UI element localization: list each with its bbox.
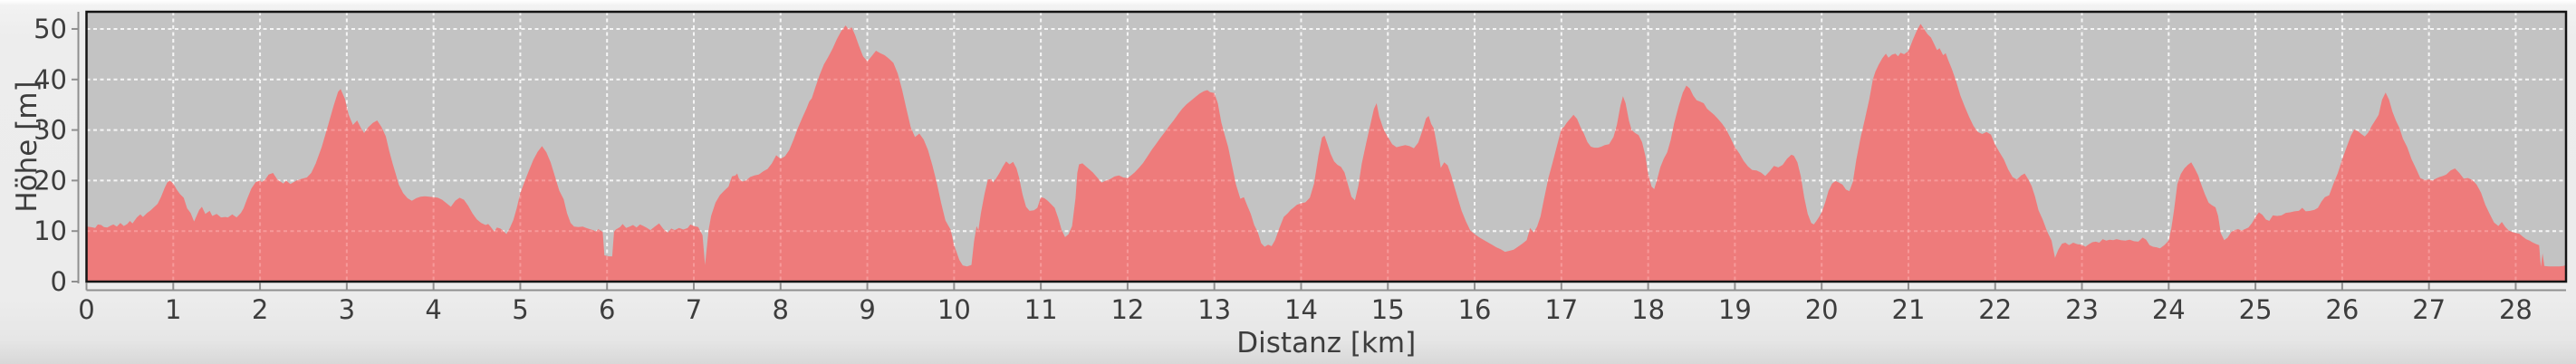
- gridlines-overlay: [86, 12, 2566, 282]
- y-tick-label-0: 0: [51, 266, 67, 297]
- y-tick-label-20: 20: [34, 165, 67, 196]
- y-tick-label-10: 10: [34, 216, 67, 246]
- x-tick-label-11: 11: [1024, 294, 1058, 325]
- x-tick-label-12: 12: [1110, 294, 1144, 325]
- x-tick-label-27: 27: [2412, 294, 2446, 325]
- x-tick-label-8: 8: [773, 294, 789, 325]
- x-tick-label-16: 16: [1458, 294, 1492, 325]
- x-tick-label-24: 24: [2152, 294, 2186, 325]
- x-tick-label-6: 6: [599, 294, 615, 325]
- x-tick-label-15: 15: [1371, 294, 1405, 325]
- x-tick-label-4: 4: [425, 294, 441, 325]
- y-tick-label-40: 40: [34, 64, 67, 95]
- x-tick-label-20: 20: [1805, 294, 1839, 325]
- y-tick-label-30: 30: [34, 115, 67, 146]
- x-tick-label-19: 19: [1718, 294, 1752, 325]
- x-tick-label-13: 13: [1197, 294, 1231, 325]
- x-tick-label-10: 10: [937, 294, 971, 325]
- x-tick-label-21: 21: [1892, 294, 1926, 325]
- x-tick-label-22: 22: [1978, 294, 2012, 325]
- x-axis-title: Distanz [km]: [1236, 327, 1416, 359]
- x-tick-label-1: 1: [165, 294, 181, 325]
- x-tick-label-0: 0: [78, 294, 94, 325]
- y-axis: 0 10 20 30 40 50: [34, 12, 80, 297]
- x-tick-label-25: 25: [2239, 294, 2273, 325]
- x-tick-label-26: 26: [2325, 294, 2359, 325]
- y-tick-label-50: 50: [34, 14, 67, 44]
- y-axis-title: Höhe [m]: [11, 81, 43, 212]
- x-tick-label-9: 9: [859, 294, 875, 325]
- x-tick-label-17: 17: [1544, 294, 1578, 325]
- x-axis: 0 1 2 3 4 5 6 7 8 9 10 11 12 13 14 15 16 17 18 19 20 21 22 23 24…: [78, 283, 2566, 325]
- x-tick-label-18: 18: [1631, 294, 1665, 325]
- x-tick-label-2: 2: [252, 294, 268, 325]
- x-tick-label-3: 3: [339, 294, 355, 325]
- x-tick-label-7: 7: [686, 294, 702, 325]
- x-tick-label-5: 5: [512, 294, 528, 325]
- x-tick-label-23: 23: [2065, 294, 2099, 325]
- elevation-area: [86, 24, 2566, 283]
- x-tick-label-28: 28: [2499, 294, 2533, 325]
- plot-frame: [85, 10, 2568, 283]
- x-tick-label-14: 14: [1284, 294, 1318, 325]
